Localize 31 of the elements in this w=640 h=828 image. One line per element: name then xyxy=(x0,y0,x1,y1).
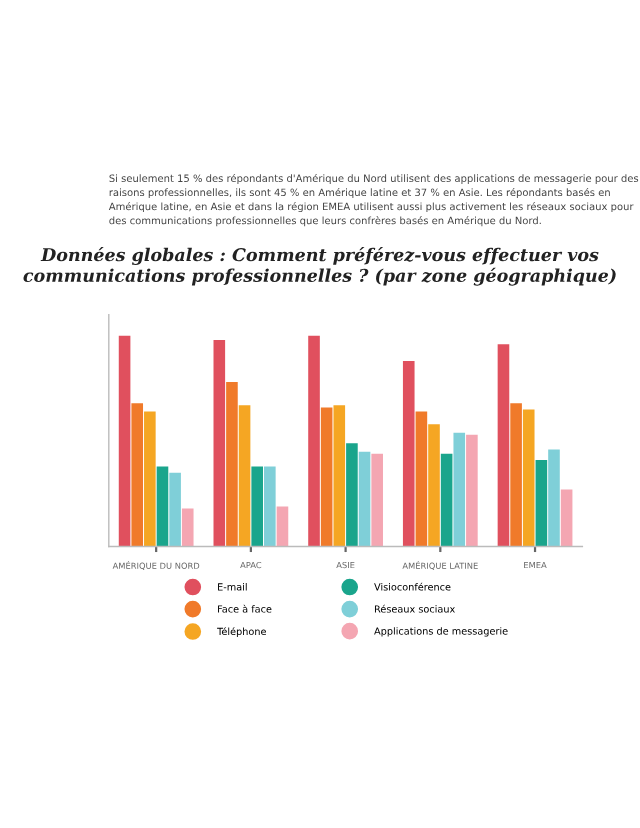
bar xyxy=(181,508,194,547)
bar xyxy=(320,407,333,547)
bar xyxy=(440,453,453,547)
bar xyxy=(510,403,522,547)
chart-title: Données globales : Comment préférez-vous effectuer vos communications professionnelles ? (par zone géographique) xyxy=(23,247,616,286)
bar xyxy=(213,339,226,547)
bar xyxy=(402,361,415,547)
bar xyxy=(226,382,238,547)
bar xyxy=(453,432,466,547)
bar xyxy=(251,466,263,547)
bar xyxy=(276,506,289,547)
bar xyxy=(308,335,320,547)
bar xyxy=(535,460,548,547)
bar xyxy=(560,489,573,547)
bar xyxy=(118,335,131,547)
bar xyxy=(169,472,181,547)
bar xyxy=(371,453,383,547)
bar xyxy=(156,466,169,547)
bar xyxy=(415,411,428,547)
bar xyxy=(548,449,560,547)
bar xyxy=(466,434,478,547)
bar xyxy=(238,405,251,547)
bar xyxy=(264,466,276,547)
bar xyxy=(144,411,156,547)
bar xyxy=(522,409,535,547)
bar xyxy=(131,403,144,547)
bar xyxy=(428,424,440,547)
bar xyxy=(346,443,358,547)
bar xyxy=(358,451,371,547)
bar xyxy=(497,344,510,547)
bar xyxy=(333,405,346,547)
